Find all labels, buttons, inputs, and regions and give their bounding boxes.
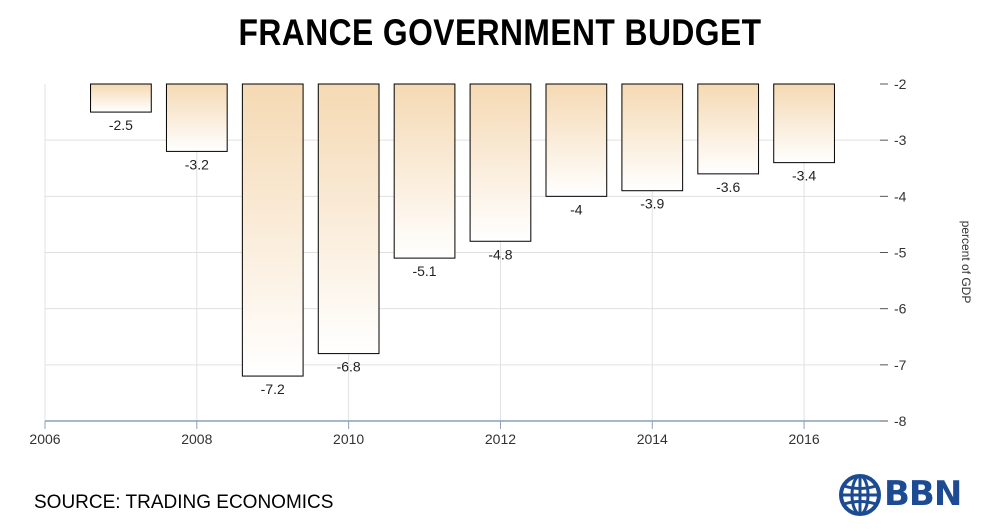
bar-value-label: -7.2 (261, 381, 285, 397)
bar-2015 (697, 83, 760, 175)
x-tick-label: 2008 (181, 431, 212, 447)
bar-value-labels: -2.5 -3.2 -7.2 -6.8 -5.1 -4.8 -4 -3.9 -3.6 -3.4 (109, 117, 817, 397)
x-tick-label: 2010 (333, 431, 364, 447)
y-axis-label: percent of GDP (959, 221, 973, 304)
bar-2016 (773, 83, 835, 164)
x-axis: 2006 2008 2010 2012 2014 2016 (29, 420, 880, 447)
bar-2010 (317, 83, 380, 355)
source-caption: SOURCE: TRADING ECONOMICS (34, 492, 334, 513)
x-tick-label: 2016 (789, 431, 820, 447)
y-axis: -2 -3 -4 -5 -6 -7 -8 (880, 76, 907, 429)
y-tick-label: -2 (894, 76, 907, 92)
globe-icon (839, 474, 881, 516)
bar-value-label: -3.9 (640, 196, 664, 212)
bar-2011 (393, 83, 456, 259)
y-tick-label: -5 (894, 245, 907, 261)
bars (90, 83, 835, 377)
bar-2014 (621, 83, 684, 192)
bar-value-label: -4 (570, 201, 583, 217)
bar-2012 (469, 83, 532, 242)
bar-value-label: -5.1 (412, 263, 436, 279)
bbn-logo: BBN (838, 472, 978, 520)
chart-title: FRANCE GOVERNMENT BUDGET (238, 12, 762, 53)
x-tick-label: 2012 (485, 431, 516, 447)
logo-text: BBN (884, 474, 962, 514)
bar-2013 (545, 83, 608, 197)
bar-value-label: -3.6 (716, 179, 740, 195)
y-tick-label: -7 (894, 357, 907, 373)
bar-value-label: -4.8 (488, 246, 512, 262)
bar-value-label: -2.5 (109, 117, 133, 133)
y-tick-label: -4 (894, 188, 907, 204)
x-tick-label: 2006 (29, 431, 60, 447)
y-tick-label: -6 (894, 301, 907, 317)
bar-value-label: -3.4 (792, 168, 816, 184)
y-tick-label: -3 (894, 132, 907, 148)
bar-chart: -2.5 -3.2 -7.2 -6.8 -5.1 -4.8 -4 -3.9 -3.6 -3.4 -… (29, 76, 973, 447)
bar-2009 (241, 83, 304, 377)
y-tick-label: -8 (894, 413, 907, 429)
bar-2008 (165, 83, 228, 152)
bar-value-label: -6.8 (337, 359, 361, 375)
x-tick-label: 2014 (637, 431, 668, 447)
bar-2007 (90, 83, 152, 113)
bar-value-label: -3.2 (185, 156, 209, 172)
